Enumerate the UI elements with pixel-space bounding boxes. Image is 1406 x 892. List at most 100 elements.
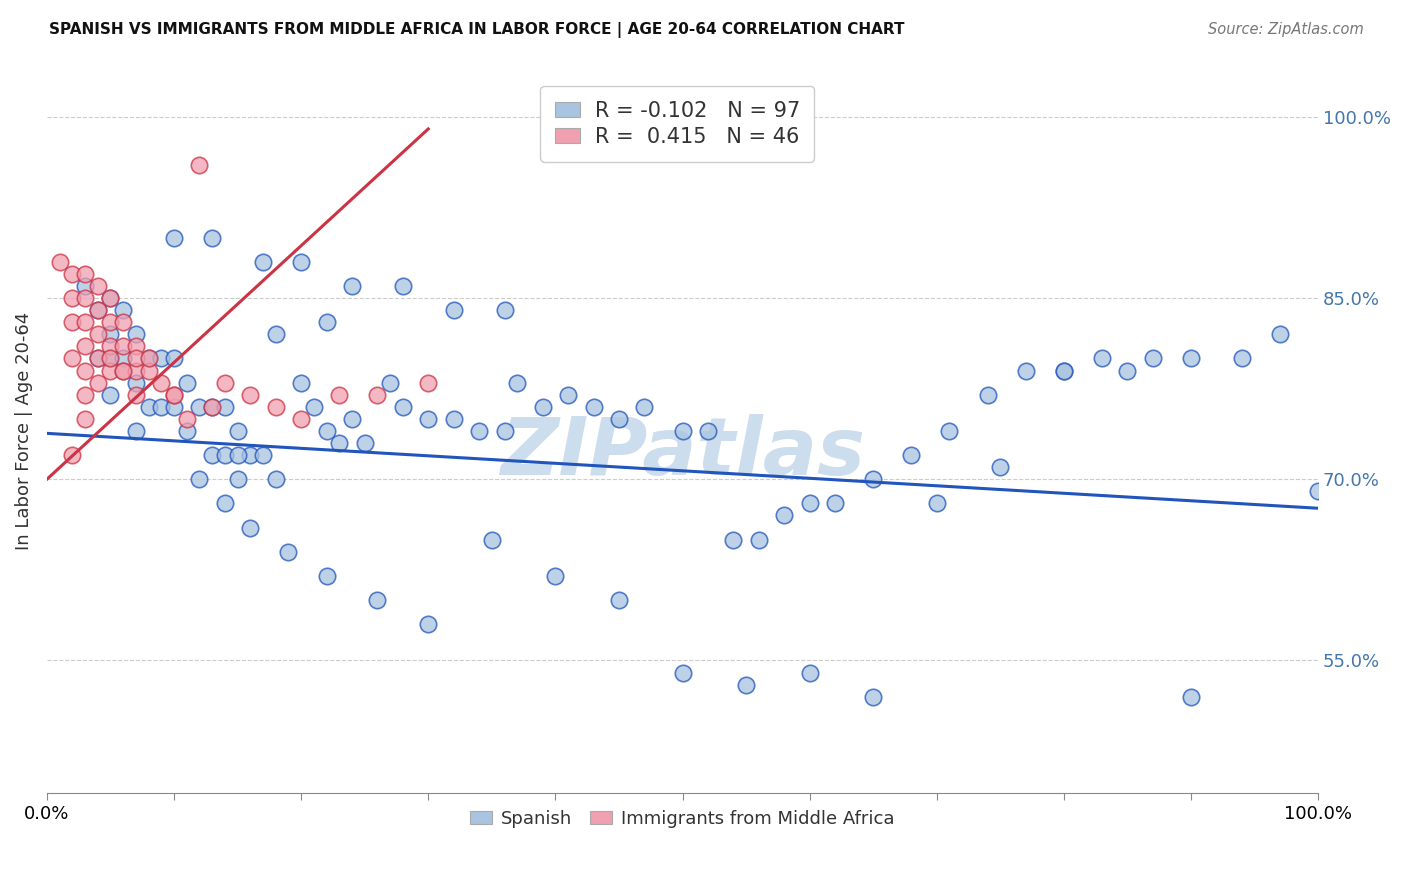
- Point: [73, 279, 96, 293]
- Point: [938, 424, 960, 438]
- Point: [481, 533, 503, 547]
- Point: [748, 533, 770, 547]
- Point: [302, 400, 325, 414]
- Point: [100, 351, 122, 366]
- Point: [163, 230, 186, 244]
- Point: [671, 424, 693, 438]
- Point: [239, 387, 262, 401]
- Point: [328, 436, 350, 450]
- Point: [226, 472, 249, 486]
- Point: [988, 460, 1011, 475]
- Point: [73, 387, 96, 401]
- Point: [366, 387, 388, 401]
- Point: [112, 363, 135, 377]
- Point: [100, 291, 122, 305]
- Point: [87, 279, 110, 293]
- Point: [1268, 327, 1291, 342]
- Point: [163, 400, 186, 414]
- Point: [125, 376, 148, 390]
- Legend: Spanish, Immigrants from Middle Africa: Spanish, Immigrants from Middle Africa: [463, 803, 901, 835]
- Point: [1053, 363, 1076, 377]
- Point: [315, 424, 337, 438]
- Point: [239, 448, 262, 462]
- Point: [125, 351, 148, 366]
- Point: [112, 351, 135, 366]
- Point: [773, 508, 796, 523]
- Point: [378, 376, 401, 390]
- Point: [48, 255, 70, 269]
- Text: SPANISH VS IMMIGRANTS FROM MIDDLE AFRICA IN LABOR FORCE | AGE 20-64 CORRELATION : SPANISH VS IMMIGRANTS FROM MIDDLE AFRICA…: [49, 22, 904, 38]
- Point: [112, 339, 135, 353]
- Point: [468, 424, 491, 438]
- Point: [138, 400, 160, 414]
- Point: [176, 376, 198, 390]
- Point: [697, 424, 720, 438]
- Point: [138, 351, 160, 366]
- Point: [163, 387, 186, 401]
- Point: [582, 400, 605, 414]
- Point: [87, 351, 110, 366]
- Point: [1180, 351, 1202, 366]
- Point: [607, 412, 630, 426]
- Point: [239, 520, 262, 534]
- Point: [73, 267, 96, 281]
- Point: [799, 665, 821, 680]
- Point: [163, 387, 186, 401]
- Point: [188, 472, 211, 486]
- Point: [1091, 351, 1114, 366]
- Point: [125, 387, 148, 401]
- Point: [925, 496, 948, 510]
- Point: [138, 363, 160, 377]
- Point: [443, 303, 465, 318]
- Point: [226, 424, 249, 438]
- Point: [150, 376, 173, 390]
- Point: [60, 315, 83, 329]
- Point: [163, 351, 186, 366]
- Point: [138, 351, 160, 366]
- Point: [214, 400, 236, 414]
- Point: [1116, 363, 1139, 377]
- Point: [252, 448, 274, 462]
- Point: [1308, 484, 1330, 499]
- Point: [671, 665, 693, 680]
- Point: [201, 400, 224, 414]
- Point: [443, 412, 465, 426]
- Point: [418, 376, 440, 390]
- Point: [290, 376, 312, 390]
- Point: [607, 593, 630, 607]
- Point: [87, 351, 110, 366]
- Point: [112, 303, 135, 318]
- Point: [735, 678, 758, 692]
- Point: [1180, 690, 1202, 704]
- Point: [799, 496, 821, 510]
- Point: [494, 303, 516, 318]
- Point: [633, 400, 655, 414]
- Point: [214, 448, 236, 462]
- Point: [125, 339, 148, 353]
- Point: [60, 351, 83, 366]
- Point: [1142, 351, 1164, 366]
- Point: [73, 291, 96, 305]
- Text: Source: ZipAtlas.com: Source: ZipAtlas.com: [1208, 22, 1364, 37]
- Point: [100, 327, 122, 342]
- Point: [100, 291, 122, 305]
- Point: [557, 387, 579, 401]
- Point: [418, 617, 440, 632]
- Point: [214, 496, 236, 510]
- Point: [100, 339, 122, 353]
- Point: [494, 424, 516, 438]
- Point: [315, 315, 337, 329]
- Point: [418, 412, 440, 426]
- Point: [264, 327, 287, 342]
- Point: [340, 279, 363, 293]
- Point: [201, 400, 224, 414]
- Point: [73, 412, 96, 426]
- Point: [531, 400, 554, 414]
- Point: [176, 424, 198, 438]
- Point: [150, 400, 173, 414]
- Point: [290, 255, 312, 269]
- Point: [73, 339, 96, 353]
- Point: [87, 376, 110, 390]
- Point: [125, 363, 148, 377]
- Point: [87, 303, 110, 318]
